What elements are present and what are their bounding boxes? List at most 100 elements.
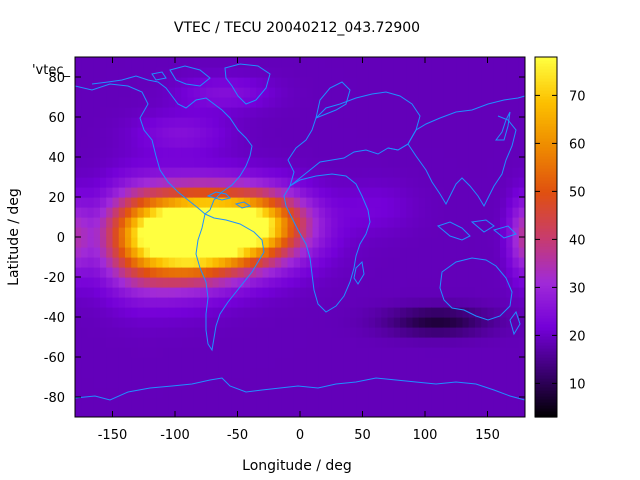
heatmap-cell [118, 257, 126, 268]
heatmap-cell [256, 187, 264, 198]
heatmap-cell [118, 217, 126, 228]
heatmap-cell [281, 147, 289, 158]
colorbar-segment [535, 186, 557, 190]
heatmap-cell [137, 317, 145, 328]
heatmap-cell [175, 397, 182, 408]
heatmap-cell [137, 177, 145, 188]
heatmap-cell [281, 337, 289, 348]
heatmap-cell [393, 187, 401, 198]
colorbar-tick-label: 20 [569, 329, 586, 344]
heatmap-cell [268, 177, 276, 188]
heatmap-cell [456, 187, 464, 198]
heatmap-cell [206, 197, 214, 208]
heatmap-cell [281, 357, 289, 368]
heatmap-cell [181, 397, 189, 408]
heatmap-cell [137, 367, 145, 378]
heatmap-cell [425, 297, 432, 308]
heatmap-cell [318, 167, 326, 178]
heatmap-cell [156, 177, 164, 188]
heatmap-cell [268, 347, 276, 358]
heatmap-cell [168, 167, 176, 178]
heatmap-cell [406, 127, 414, 138]
heatmap-cell [206, 397, 214, 408]
heatmap-cell [450, 187, 457, 198]
heatmap-cell [362, 357, 370, 368]
heatmap-cell [331, 317, 339, 328]
heatmap-cell [218, 267, 226, 278]
heatmap-cell [493, 157, 501, 168]
heatmap-cell [343, 367, 351, 378]
heatmap-cell [150, 57, 157, 68]
heatmap-cell [306, 157, 314, 168]
heatmap-cell [93, 407, 101, 417]
heatmap-cell [156, 257, 164, 268]
heatmap-cell [450, 167, 457, 178]
heatmap-cell [218, 317, 226, 328]
heatmap-cell [418, 407, 426, 417]
heatmap-cell [493, 317, 501, 328]
heatmap-cell [312, 77, 320, 88]
heatmap-cell [362, 377, 370, 388]
heatmap-cell [400, 147, 407, 158]
heatmap-cell [450, 147, 457, 158]
heatmap-cell [275, 77, 282, 88]
heatmap-cell [443, 67, 451, 78]
heatmap-cell [181, 177, 189, 188]
heatmap-cell [487, 347, 495, 358]
heatmap-cell [406, 207, 414, 218]
heatmap-cell [462, 157, 470, 168]
heatmap-cell [262, 307, 270, 318]
heatmap-cell [368, 187, 376, 198]
heatmap-cell [331, 407, 339, 417]
heatmap-cell [375, 77, 382, 88]
heatmap-cell [368, 67, 376, 78]
heatmap-cell [118, 267, 126, 278]
heatmap-cell [368, 287, 376, 298]
heatmap-cell [162, 97, 170, 108]
heatmap-cell [156, 367, 164, 378]
heatmap-cell [381, 357, 389, 368]
heatmap-cell [443, 157, 451, 168]
heatmap-cell [256, 177, 264, 188]
heatmap-cell [343, 277, 351, 288]
heatmap-cell [300, 167, 307, 178]
heatmap-cell [81, 277, 89, 288]
heatmap-cell [200, 317, 207, 328]
heatmap-cell [150, 147, 157, 158]
heatmap-cell [225, 317, 232, 328]
heatmap-cell [306, 317, 314, 328]
heatmap-cell [312, 87, 320, 98]
colorbar-segment [535, 402, 557, 406]
heatmap-cell [131, 357, 139, 368]
heatmap-cell [450, 227, 457, 238]
heatmap-cell [81, 397, 89, 408]
heatmap-cell [437, 307, 445, 318]
heatmap-cell [156, 287, 164, 298]
heatmap-cell [150, 387, 157, 398]
heatmap-cell [187, 177, 195, 188]
heatmap-cell [437, 317, 445, 328]
heatmap-cell [425, 157, 432, 168]
heatmap-cell [231, 257, 239, 268]
heatmap-cell [75, 67, 82, 78]
colorbar-tick-label: 50 [569, 185, 586, 200]
heatmap-cell [331, 87, 339, 98]
heatmap-cell [506, 207, 514, 218]
heatmap-cell [268, 227, 276, 238]
heatmap-cell [456, 207, 464, 218]
heatmap-cell [518, 227, 525, 238]
heatmap-cell [337, 317, 345, 328]
heatmap-cell [481, 197, 489, 208]
heatmap-cell [456, 307, 464, 318]
heatmap-cell [468, 67, 476, 78]
heatmap-cell [431, 317, 439, 328]
colorbar-segment [535, 360, 557, 364]
heatmap-cell [81, 307, 89, 318]
heatmap-cell [350, 57, 357, 68]
heatmap-cell [456, 197, 464, 208]
heatmap-cell [231, 197, 239, 208]
heatmap-cell [131, 167, 139, 178]
heatmap-cell [256, 357, 264, 368]
heatmap-cell [481, 187, 489, 198]
